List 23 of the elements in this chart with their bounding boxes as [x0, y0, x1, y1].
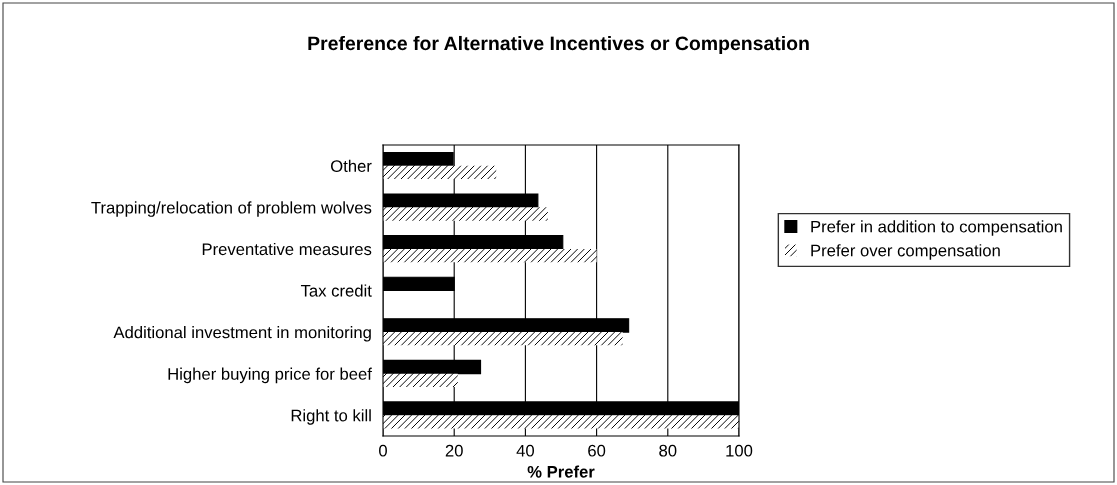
y-tick-label: Other [331, 159, 372, 172]
legend-label: Prefer over compensation [811, 244, 1000, 260]
x-tick-label: 0 [379, 444, 387, 457]
y-tick-label: Tax credit [300, 284, 372, 297]
y-tick-label: Higher buying price for beef [168, 367, 372, 384]
bar [383, 373, 458, 387]
bar [383, 248, 597, 263]
x-tick-label: 80 [659, 444, 677, 457]
y-tick-label: Right to kill [291, 409, 371, 425]
x-tick-label: 20 [445, 444, 463, 457]
y-tick-label: Trapping/relocation of problem wolves [91, 201, 372, 217]
x-tick-label: 40 [516, 444, 535, 457]
bar [383, 207, 548, 221]
legend-label: Prefer in addition to compensation [811, 220, 1062, 236]
x-axis-title: % Prefer [527, 465, 595, 478]
bar [383, 165, 497, 180]
y-tick-label: Preventative measures [202, 242, 372, 256]
bar [383, 332, 623, 346]
bar [383, 415, 739, 429]
y-tick-label: Additional investment in monitoring [113, 326, 371, 342]
x-tick-label: 100 [726, 444, 753, 457]
x-tick-label: 60 [588, 444, 606, 457]
chart-title: Preference for Alternative Incentives or Compensation [308, 35, 809, 55]
